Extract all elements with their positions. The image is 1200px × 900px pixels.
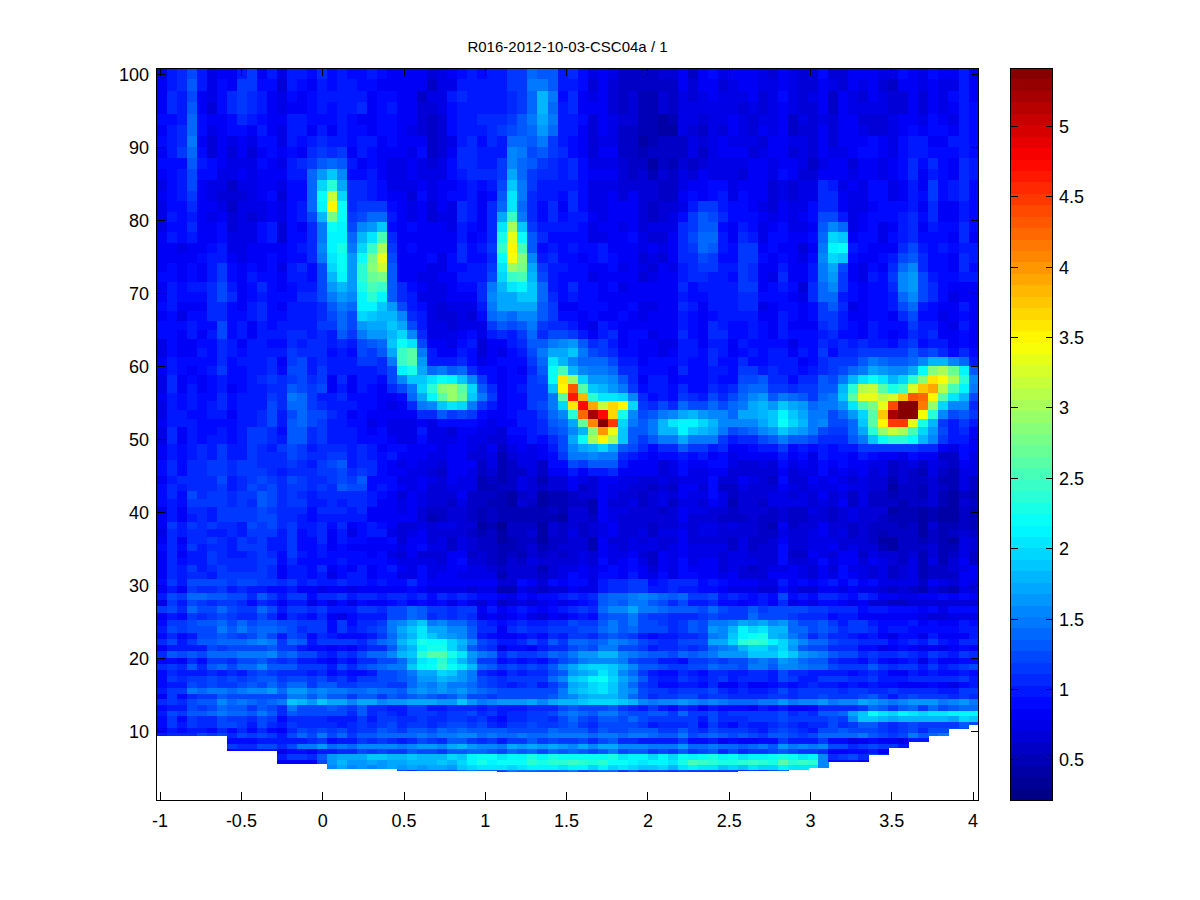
svg-text:20: 20 bbox=[129, 649, 149, 669]
svg-text:0.5: 0.5 bbox=[391, 811, 416, 831]
svg-text:3: 3 bbox=[1059, 398, 1069, 418]
svg-text:60: 60 bbox=[129, 357, 149, 377]
svg-text:0: 0 bbox=[318, 811, 328, 831]
svg-text:50: 50 bbox=[129, 430, 149, 450]
svg-text:3.5: 3.5 bbox=[1059, 328, 1084, 348]
svg-text:30: 30 bbox=[129, 576, 149, 596]
svg-text:40: 40 bbox=[129, 503, 149, 523]
svg-text:-1: -1 bbox=[152, 811, 168, 831]
svg-text:70: 70 bbox=[129, 284, 149, 304]
svg-text:0.5: 0.5 bbox=[1059, 750, 1084, 770]
svg-text:2.5: 2.5 bbox=[1059, 469, 1084, 489]
svg-text:10: 10 bbox=[129, 722, 149, 742]
svg-text:R016-2012-10-03-CSC04a / 1: R016-2012-10-03-CSC04a / 1 bbox=[467, 38, 667, 55]
svg-text:90: 90 bbox=[129, 138, 149, 158]
svg-text:1.5: 1.5 bbox=[554, 811, 579, 831]
svg-text:4: 4 bbox=[968, 811, 978, 831]
svg-text:1.5: 1.5 bbox=[1059, 610, 1084, 630]
svg-text:5: 5 bbox=[1059, 117, 1069, 137]
svg-text:-0.5: -0.5 bbox=[226, 811, 257, 831]
svg-text:4.5: 4.5 bbox=[1059, 187, 1084, 207]
svg-text:2: 2 bbox=[643, 811, 653, 831]
svg-text:1: 1 bbox=[1059, 680, 1069, 700]
svg-text:2: 2 bbox=[1059, 539, 1069, 559]
svg-text:80: 80 bbox=[129, 211, 149, 231]
svg-text:100: 100 bbox=[119, 65, 149, 85]
svg-text:3: 3 bbox=[805, 811, 815, 831]
svg-text:4: 4 bbox=[1059, 258, 1069, 278]
svg-text:2.5: 2.5 bbox=[717, 811, 742, 831]
svg-text:1: 1 bbox=[480, 811, 490, 831]
svg-text:3.5: 3.5 bbox=[879, 811, 904, 831]
